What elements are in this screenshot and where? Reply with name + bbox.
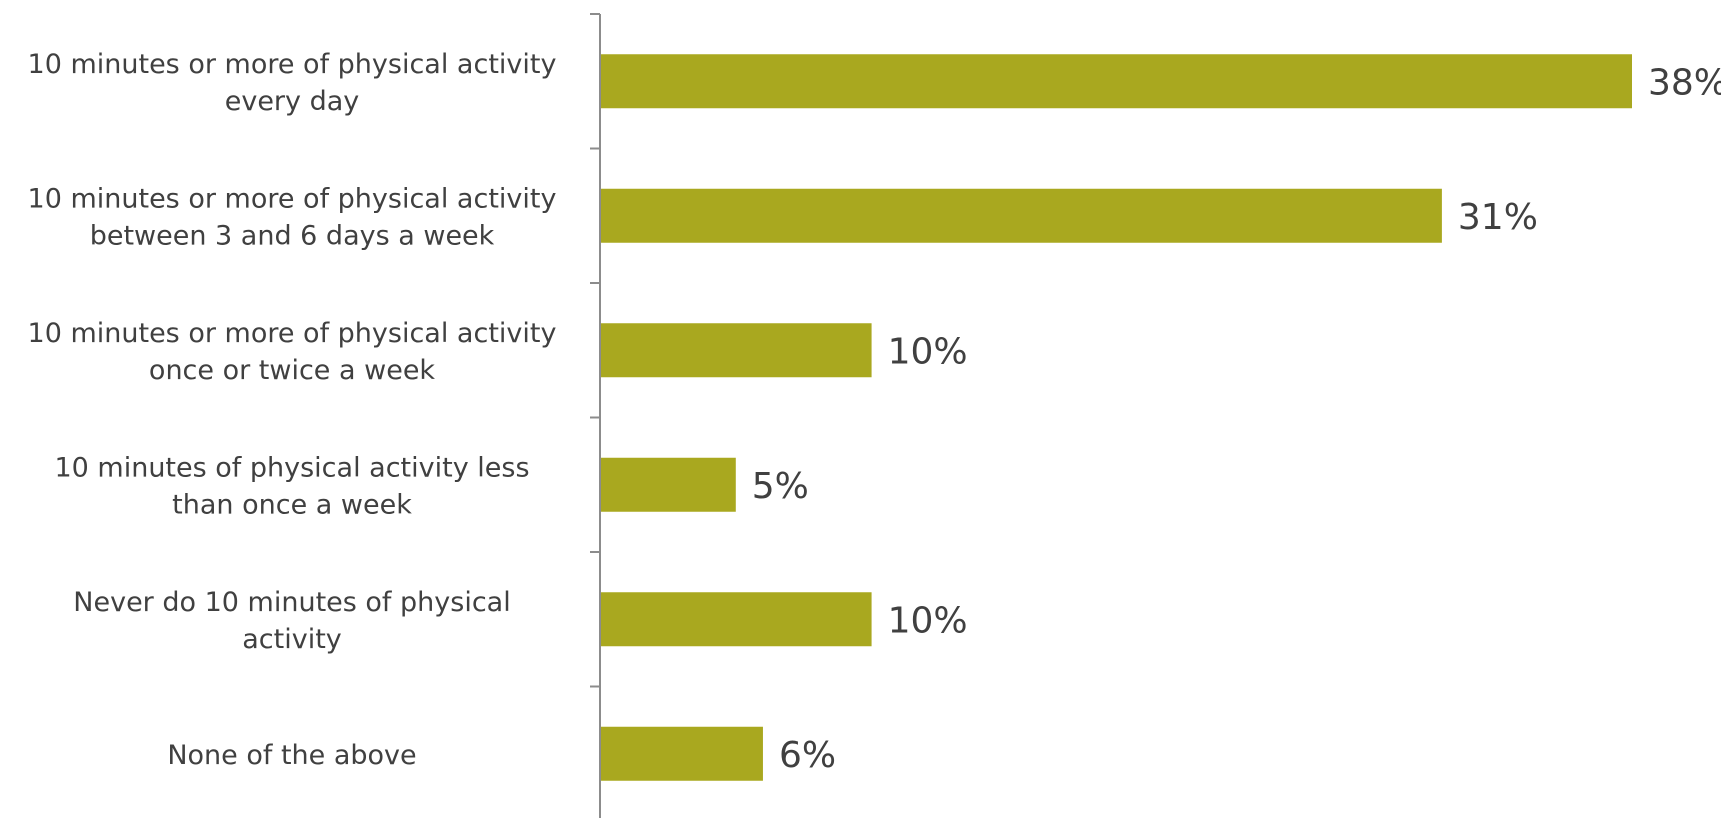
value-label-1: 38%: [1648, 62, 1721, 103]
category-label-5-line-2: activity: [242, 624, 342, 655]
category-label-3-line-1: 10 minutes or more of physical activity: [28, 318, 557, 349]
value-label-5: 10%: [888, 600, 968, 641]
category-label-3-line-2: once or twice a week: [149, 355, 436, 386]
category-label-6-line-1: None of the above: [167, 740, 416, 771]
bar-3: [600, 323, 872, 378]
category-label-4-line-1: 10 minutes of physical activity less: [54, 452, 529, 483]
bar-6: [600, 726, 763, 781]
category-labels-group: 10 minutes or more of physical activity e…: [28, 49, 557, 771]
value-labels-group: 38% 31% 10% 5% 10% 6%: [752, 62, 1721, 776]
bar-4: [600, 457, 736, 512]
category-label-2-line-1: 10 minutes or more of physical activity: [28, 183, 557, 214]
category-label-2-line-2: between 3 and 6 days a week: [90, 220, 495, 251]
value-label-2: 31%: [1458, 197, 1538, 238]
bars-group: [600, 54, 1632, 781]
category-label-1-line-2: every day: [225, 86, 360, 117]
value-label-6: 6%: [779, 735, 836, 776]
value-label-4: 5%: [752, 466, 809, 507]
bar-1: [600, 54, 1632, 109]
category-label-5-line-1: Never do 10 minutes of physical: [73, 587, 510, 618]
bar-2: [600, 188, 1442, 243]
bar-5: [600, 592, 872, 647]
value-label-3: 10%: [888, 331, 968, 372]
category-label-1-line-1: 10 minutes or more of physical activity: [28, 49, 557, 80]
category-axis: [590, 13, 601, 818]
category-label-4-line-2: than once a week: [172, 489, 412, 520]
